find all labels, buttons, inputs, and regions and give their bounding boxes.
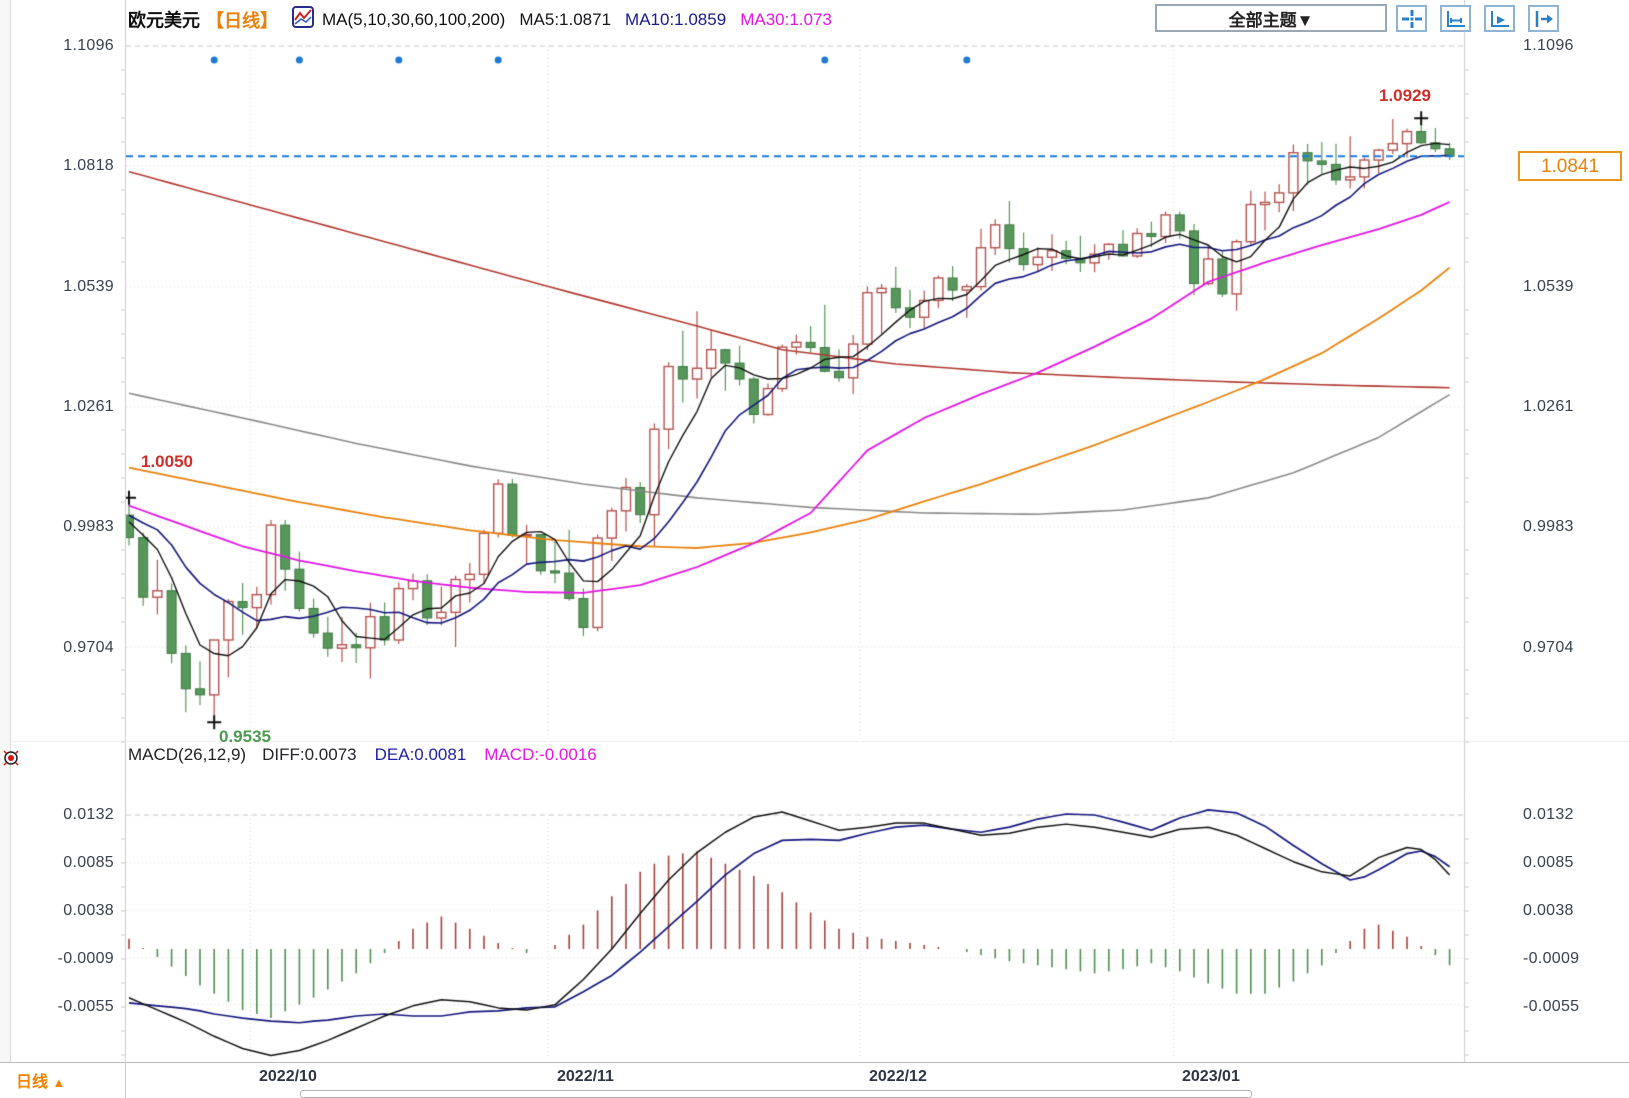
period-selector-label: 日线 [16, 1074, 49, 1091]
diff-value: DIFF:0.0073 [262, 745, 357, 764]
ma10-value: MA10:1.0859 [625, 9, 727, 29]
macd-axis-label: 0.0038 [1523, 902, 1574, 919]
macd-axis-label: -0.0055 [57, 998, 114, 1015]
period-selector-button[interactable]: 日线 ▲ [16, 1068, 65, 1092]
time-axis-label: 2023/01 [1182, 1068, 1240, 1085]
price-axis-label: 1.0539 [63, 278, 114, 295]
price-axis-label: 0.9704 [63, 639, 114, 656]
ma30-value: MA30:1.073 [740, 9, 832, 29]
price-axis-label: 1.1096 [63, 37, 114, 54]
footer-divider [125, 1062, 126, 1098]
ma5-value: MA5:1.0871 [519, 9, 612, 29]
macd-axis-label: 0.0132 [63, 806, 114, 823]
price-axis-label: 1.1096 [1523, 37, 1574, 54]
period-tag: 【日线】 [206, 10, 278, 31]
line-chart-icon [292, 6, 314, 32]
first-high-annotation: 1.0050 [141, 452, 193, 471]
macd-axis-label: -0.0055 [1523, 998, 1580, 1015]
symbol-title: 欧元美元 [128, 10, 200, 31]
macd-axis-label: -0.0009 [57, 950, 114, 967]
price-axis-label: 1.0818 [63, 157, 114, 174]
left-rail [0, 0, 11, 1098]
axis-play-icon [1490, 10, 1509, 27]
macd-axis-label: 0.0085 [1523, 854, 1574, 871]
chart-header: 欧元美元 【日线】 MA(5,10,30,60,100,200) MA5:1.0871… [128, 6, 832, 33]
macd-axis-label: 0.0132 [1523, 806, 1574, 823]
price-axis-label: 1.0261 [63, 398, 114, 415]
macd-axis-label: 0.0038 [63, 902, 114, 919]
last-price-tag: 1.0841 [1518, 151, 1622, 181]
time-axis-label: 2022/12 [869, 1068, 927, 1085]
price-axis-label: 0.9983 [63, 518, 114, 535]
move-crosshair-icon [1401, 9, 1422, 28]
dea-value: DEA:0.0081 [374, 745, 467, 764]
time-axis-label: 2022/10 [259, 1068, 317, 1085]
price-axis-label: 1.0539 [1523, 278, 1574, 295]
pan-right-icon [1535, 10, 1553, 27]
macd-value: MACD:-0.0016 [484, 745, 597, 764]
play-forward-button[interactable] [1484, 5, 1515, 32]
go-to-latest-button[interactable] [1528, 5, 1559, 32]
fit-horizontal-button[interactable] [1440, 5, 1471, 32]
period-low-annotation: 0.9535 [219, 727, 271, 746]
price-axis-label: 0.9983 [1523, 518, 1574, 535]
theme-dropdown-button[interactable]: 全部主题▼ [1155, 4, 1387, 32]
time-axis-label: 2022/11 [557, 1068, 614, 1085]
macd-axis-label: 0.0085 [63, 854, 114, 871]
macd-axis-label: -0.0009 [1523, 950, 1580, 967]
price-axis-label: 1.0261 [1523, 398, 1574, 415]
period-high-annotation: 1.0929 [1379, 86, 1431, 105]
indicator-target-icon[interactable] [1, 748, 21, 773]
triangle-up-icon: ▲ [52, 1075, 66, 1090]
macd-settings-label: MACD(26,12,9) [128, 745, 247, 764]
macd-header: MACD(26,12,9) DIFF:0.0073 DEA:0.0081 MACD:-… [128, 745, 597, 765]
horizontal-scrollbar-thumb[interactable] [300, 1090, 1252, 1098]
price-axis-label: 0.9704 [1523, 639, 1574, 656]
axis-fit-icon [1446, 10, 1465, 27]
crosshair-move-button[interactable] [1396, 5, 1427, 32]
ma-settings-label: MA(5,10,30,60,100,200) [322, 9, 506, 29]
